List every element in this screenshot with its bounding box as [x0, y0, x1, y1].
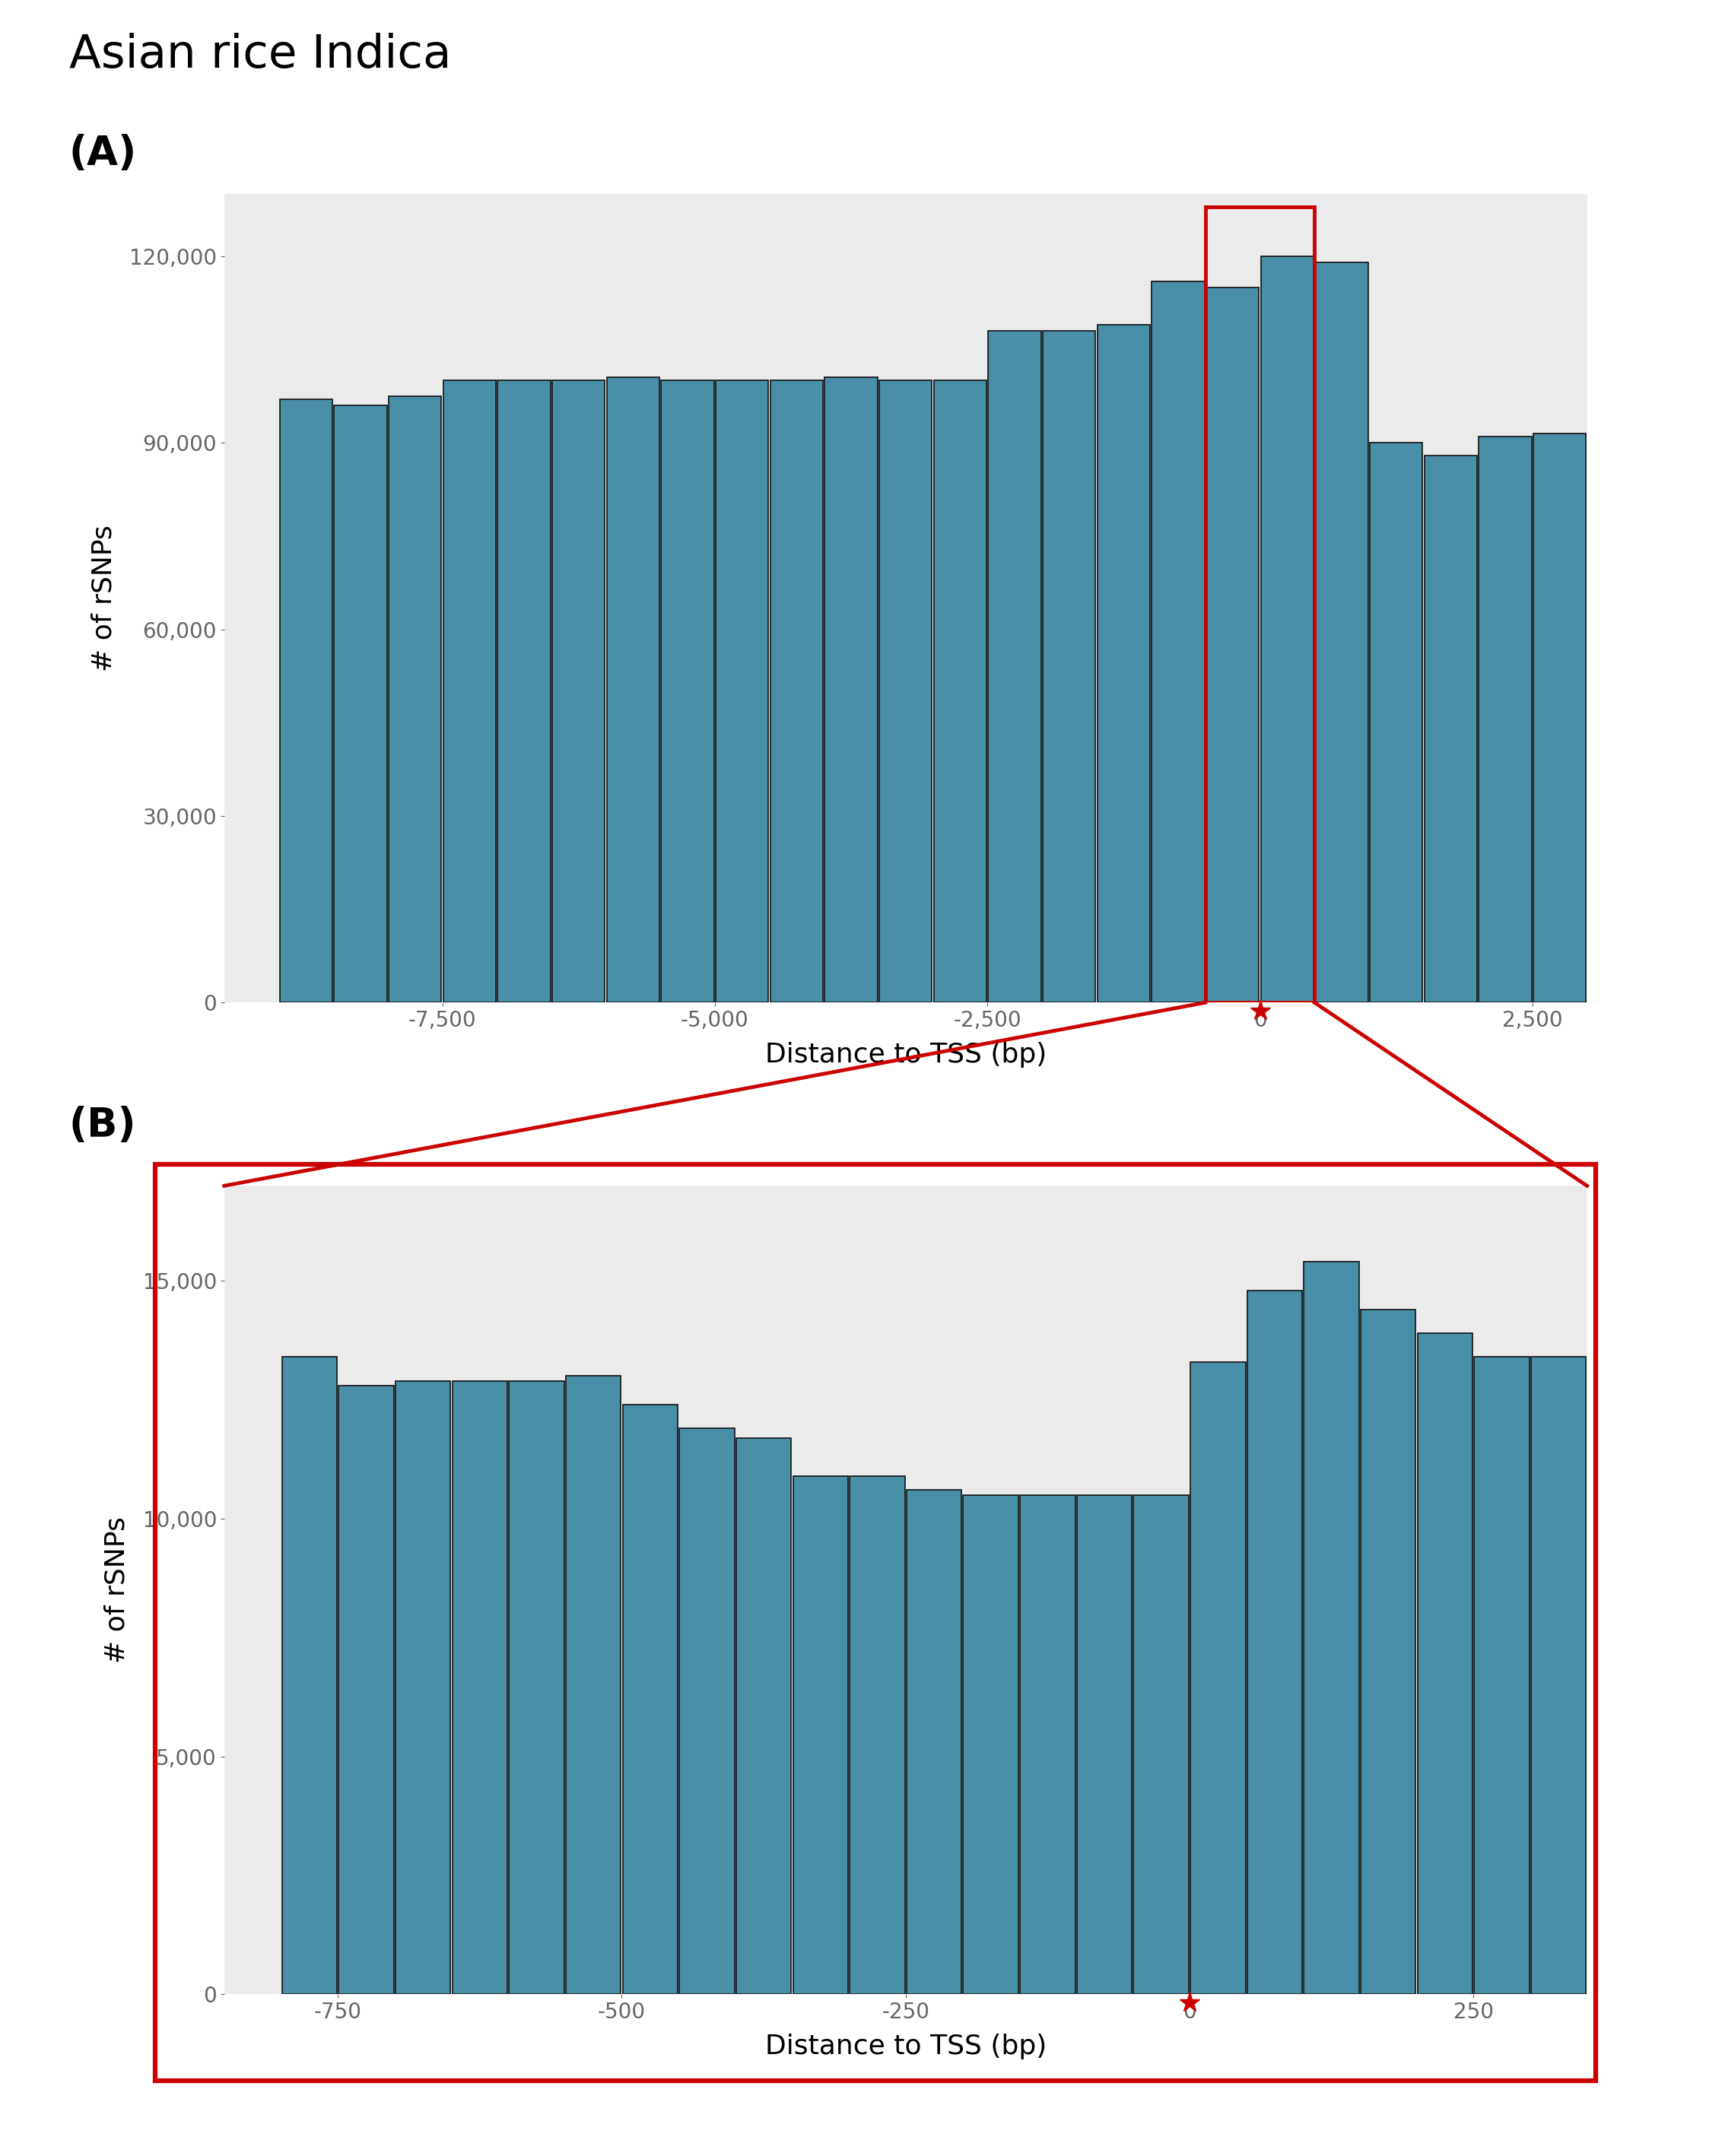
Bar	[497, 382, 550, 1003]
Bar	[395, 1380, 450, 1994]
Bar	[1418, 1332, 1473, 1994]
Bar	[1019, 1494, 1075, 1994]
Bar	[1261, 257, 1314, 1003]
Y-axis label: # of rSNPs: # of rSNPs	[103, 1516, 129, 1664]
Text: (B): (B)	[69, 1106, 136, 1145]
Bar	[1190, 1363, 1245, 1994]
Bar	[443, 382, 497, 1003]
Bar	[737, 1438, 792, 1994]
Bar	[1478, 436, 1532, 1003]
Bar	[335, 405, 386, 1003]
Text: Asian rice Indica: Asian rice Indica	[69, 32, 452, 78]
Bar	[661, 382, 714, 1003]
X-axis label: Distance to TSS (bp): Distance to TSS (bp)	[764, 1041, 1047, 1067]
Bar	[281, 1356, 336, 1994]
Bar	[1247, 1291, 1302, 1994]
Bar	[1361, 1309, 1416, 1994]
Bar	[716, 382, 769, 1003]
Bar	[906, 1490, 961, 1994]
Bar	[1475, 1356, 1530, 1994]
Bar	[1532, 1356, 1587, 1994]
Bar	[623, 1404, 678, 1994]
Bar	[552, 382, 605, 1003]
Bar	[1097, 326, 1151, 1003]
Bar	[1076, 1494, 1132, 1994]
Bar	[963, 1494, 1018, 1994]
Bar	[509, 1380, 564, 1994]
Bar	[1206, 207, 1314, 1003]
Bar	[607, 377, 659, 1003]
Bar	[1133, 1494, 1189, 1994]
Y-axis label: # of rSNPs: # of rSNPs	[91, 524, 117, 673]
Bar	[680, 1427, 735, 1994]
Bar	[933, 382, 987, 1003]
Text: (A): (A)	[69, 134, 136, 172]
Bar	[825, 377, 878, 1003]
Bar	[794, 1477, 849, 1994]
Bar	[1370, 442, 1423, 1003]
X-axis label: Distance to TSS (bp): Distance to TSS (bp)	[764, 2033, 1047, 2059]
Bar	[1042, 330, 1095, 1003]
Bar	[1425, 455, 1477, 1003]
Bar	[1206, 287, 1259, 1003]
Bar	[452, 1380, 507, 1994]
Bar	[1534, 433, 1587, 1003]
Bar	[1304, 1261, 1359, 1994]
Bar	[880, 382, 932, 1003]
Bar	[988, 330, 1042, 1003]
Bar	[338, 1386, 393, 1994]
Bar	[388, 397, 442, 1003]
Bar	[566, 1376, 621, 1994]
Bar	[769, 382, 823, 1003]
Bar	[850, 1477, 906, 1994]
Bar	[1152, 280, 1204, 1003]
Bar	[1314, 263, 1368, 1003]
Bar	[279, 399, 333, 1003]
